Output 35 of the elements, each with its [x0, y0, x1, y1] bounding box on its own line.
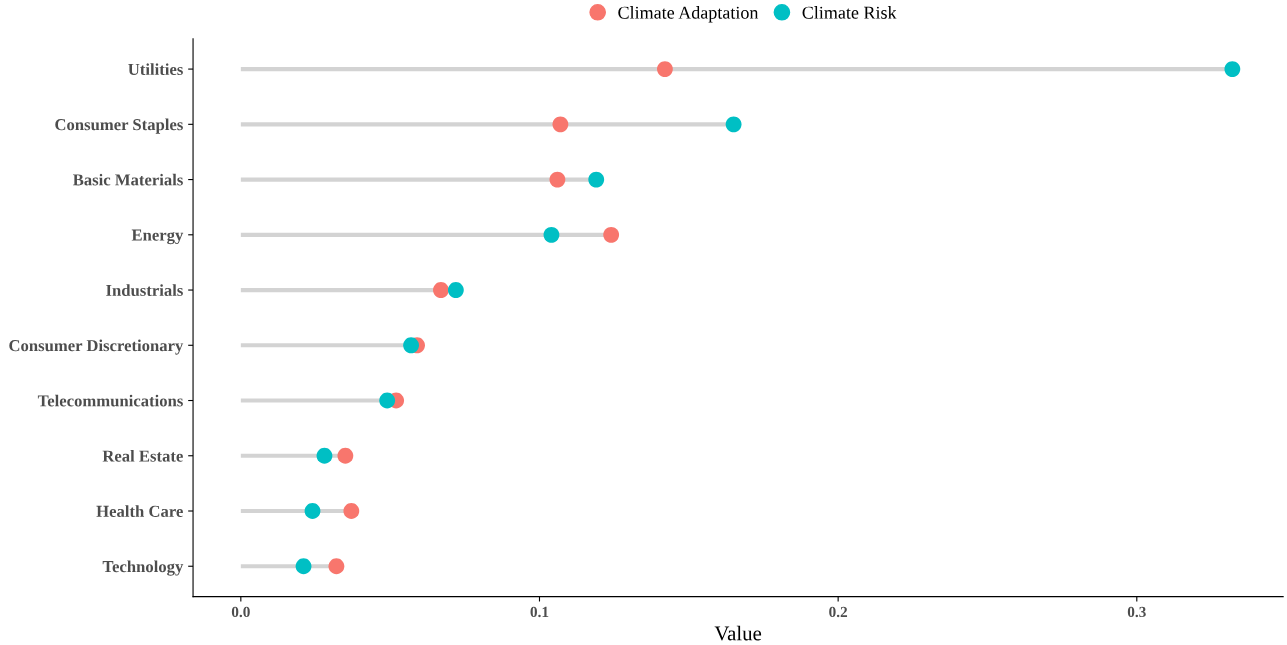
point	[379, 392, 396, 409]
y-tick-label: Health Care	[96, 505, 183, 517]
y-tick-label: Utilities	[128, 63, 183, 76]
y-tick-label: Consumer Staples	[55, 118, 183, 134]
point	[447, 282, 464, 298]
y-tick-label: Basic Materials	[72, 173, 183, 186]
point	[403, 337, 419, 354]
point	[552, 116, 569, 133]
point	[295, 558, 312, 575]
y-tick-label: Telecommunications	[37, 394, 183, 407]
point	[304, 503, 321, 519]
x-tick-label: 0.0	[231, 606, 250, 618]
point	[1224, 61, 1241, 77]
point	[543, 226, 560, 243]
point	[337, 447, 354, 464]
point	[603, 226, 620, 243]
point	[549, 171, 566, 188]
y-tick-label: Energy	[131, 229, 184, 245]
y-tick-label: Real Estate	[102, 449, 183, 462]
point	[328, 558, 345, 575]
x-tick-label: 0.1	[530, 606, 549, 618]
x-tick-label: 0.2	[829, 606, 848, 618]
point	[657, 61, 673, 77]
point	[316, 447, 333, 464]
x-tick-label: 0.3	[1127, 606, 1146, 618]
x-axis-title: Value	[714, 625, 762, 641]
legend-label: Climate Risk	[802, 6, 897, 19]
point	[343, 503, 360, 519]
point	[433, 282, 449, 298]
point	[588, 171, 605, 188]
y-tick-label: Consumer Discretionary	[9, 339, 184, 355]
legend-label: Climate Adaptation	[618, 6, 759, 23]
y-tick-label: Technology	[102, 560, 184, 576]
y-tick-label: Industrials	[106, 284, 183, 297]
point	[725, 116, 742, 133]
